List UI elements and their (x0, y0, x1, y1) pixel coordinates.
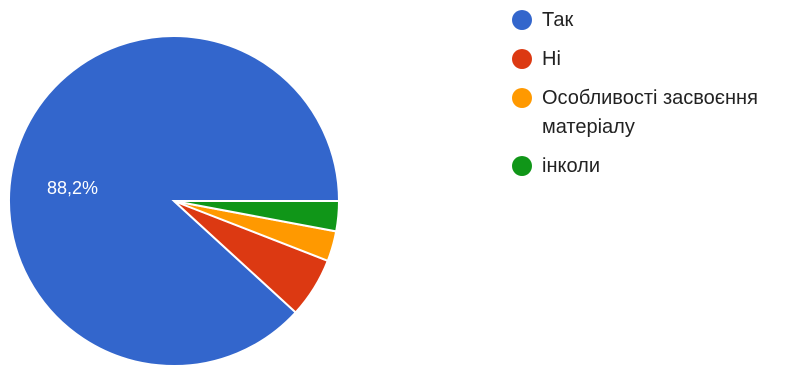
legend-swatch-icon (512, 156, 532, 176)
pie-chart: 88,2% (8, 35, 341, 367)
legend-label: інколи (542, 155, 600, 177)
legend-swatch-icon (512, 10, 532, 30)
pie-slice-label-0: 88,2% (47, 178, 98, 198)
pie-slice-3 (173, 200, 341, 233)
chart-legend: Так Ні Особливості засвоєння матеріалу інко… (512, 6, 782, 191)
legend-swatch-icon (512, 88, 532, 108)
legend-item-3: інколи (512, 152, 782, 181)
legend-swatch-icon (512, 49, 532, 69)
legend-item-0: Так (512, 6, 782, 35)
legend-label: Особливості засвоєння матеріалу (542, 87, 758, 138)
legend-item-2: Особливості засвоєння матеріалу (512, 84, 782, 142)
legend-item-1: Ні (512, 45, 782, 74)
legend-label: Так (542, 9, 574, 31)
legend-label: Ні (542, 48, 561, 70)
